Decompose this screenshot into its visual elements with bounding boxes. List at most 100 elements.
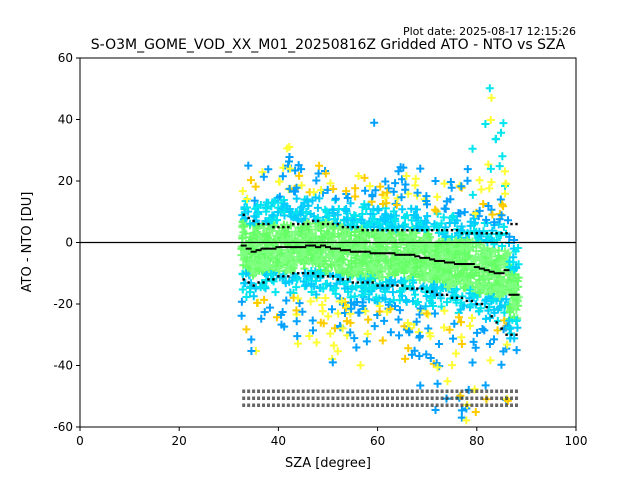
bin-count-mark xyxy=(395,389,399,393)
mean_plus_std-marker xyxy=(505,232,508,235)
bin-count-mark xyxy=(505,389,509,393)
data-point xyxy=(329,184,338,193)
data-point xyxy=(381,216,390,225)
data-point xyxy=(333,210,342,219)
data-point xyxy=(291,258,300,267)
data-point xyxy=(381,264,390,273)
data-point xyxy=(254,210,263,219)
mean_plus_std-marker xyxy=(371,229,374,232)
data-point xyxy=(475,176,484,185)
bin-count-mark xyxy=(316,389,320,393)
data-point xyxy=(487,178,496,187)
data-point xyxy=(460,208,469,217)
data-point xyxy=(426,353,435,362)
data-point xyxy=(434,339,443,348)
data-point xyxy=(495,292,504,301)
bin-count-mark xyxy=(425,389,429,393)
mean_plus_std-marker xyxy=(321,222,325,226)
data-point xyxy=(451,349,460,358)
data-point xyxy=(346,318,355,327)
mean_minus_std-marker xyxy=(475,302,478,306)
mean_minus_std-marker xyxy=(426,290,429,293)
data-point xyxy=(339,255,348,264)
data-point xyxy=(402,171,411,180)
data-point xyxy=(440,306,449,315)
data-point xyxy=(260,308,269,317)
data-point xyxy=(238,234,247,243)
mean_minus_std-marker xyxy=(361,281,364,284)
mean_plus_std-marker xyxy=(435,229,439,232)
mean_plus_std-marker xyxy=(267,222,270,226)
data-point xyxy=(486,116,495,125)
bin-count-mark xyxy=(420,403,424,407)
data-point xyxy=(463,176,472,185)
data-point xyxy=(469,337,478,346)
data-point xyxy=(457,268,466,277)
data-point xyxy=(405,282,414,291)
bin-count-mark xyxy=(321,403,325,407)
data-point xyxy=(411,181,420,190)
mean_minus_std-marker xyxy=(316,275,320,278)
data-point xyxy=(398,205,407,214)
bin-count-mark xyxy=(485,396,489,400)
data-point xyxy=(475,289,484,298)
bin-count-mark xyxy=(445,396,449,400)
data-point xyxy=(354,172,363,181)
data-point xyxy=(277,310,286,319)
mean_plus_std-marker xyxy=(386,229,389,232)
data-point xyxy=(360,173,369,182)
data-point xyxy=(264,165,273,174)
data-point xyxy=(262,262,271,271)
data-point xyxy=(411,299,420,308)
data-point xyxy=(505,324,514,333)
data-point xyxy=(476,304,485,313)
data-point xyxy=(395,306,404,315)
data-point xyxy=(391,278,400,287)
data-point xyxy=(381,287,390,296)
bin-count-mark xyxy=(465,389,469,393)
data-point xyxy=(308,316,317,325)
data-point xyxy=(447,232,456,241)
data-point xyxy=(499,119,508,128)
data-point xyxy=(318,307,327,316)
data-point xyxy=(486,286,495,295)
data-point xyxy=(314,169,323,178)
data-point xyxy=(424,324,433,333)
mean_minus_std-marker xyxy=(371,281,374,284)
data-point xyxy=(423,200,432,209)
data-point xyxy=(357,215,366,224)
data-point xyxy=(295,299,304,308)
x-tick-label: 20 xyxy=(172,434,187,448)
data-point xyxy=(380,316,389,325)
bin-count-mark xyxy=(371,396,375,400)
data-point xyxy=(260,295,269,304)
bin-count-mark xyxy=(311,389,315,393)
data-point xyxy=(321,169,330,178)
mean_plus_std-marker xyxy=(336,222,340,226)
data-point xyxy=(243,203,252,212)
mean_plus_std-marker xyxy=(361,229,364,232)
data-point xyxy=(299,277,308,286)
bin-count-mark xyxy=(311,396,315,400)
data-point xyxy=(496,195,505,204)
mean_plus_std-marker xyxy=(426,229,429,232)
data-point xyxy=(431,177,440,185)
data-point xyxy=(432,207,441,216)
mean_plus_std-marker xyxy=(247,216,250,220)
bin-count-mark xyxy=(465,403,469,407)
bin-count-mark xyxy=(395,403,399,407)
data-point xyxy=(273,258,282,267)
data-point xyxy=(512,263,521,272)
data-point xyxy=(381,177,390,186)
data-point xyxy=(315,262,324,271)
mean_minus_std-marker xyxy=(465,299,469,303)
data-point xyxy=(326,329,335,338)
bin-count-mark xyxy=(490,403,494,407)
data-point xyxy=(398,291,407,300)
data-point xyxy=(376,220,385,229)
data-point xyxy=(471,209,480,218)
data-point xyxy=(480,326,489,335)
data-point xyxy=(412,205,421,214)
data-point xyxy=(481,381,490,390)
mean_plus_std-marker xyxy=(460,232,464,235)
